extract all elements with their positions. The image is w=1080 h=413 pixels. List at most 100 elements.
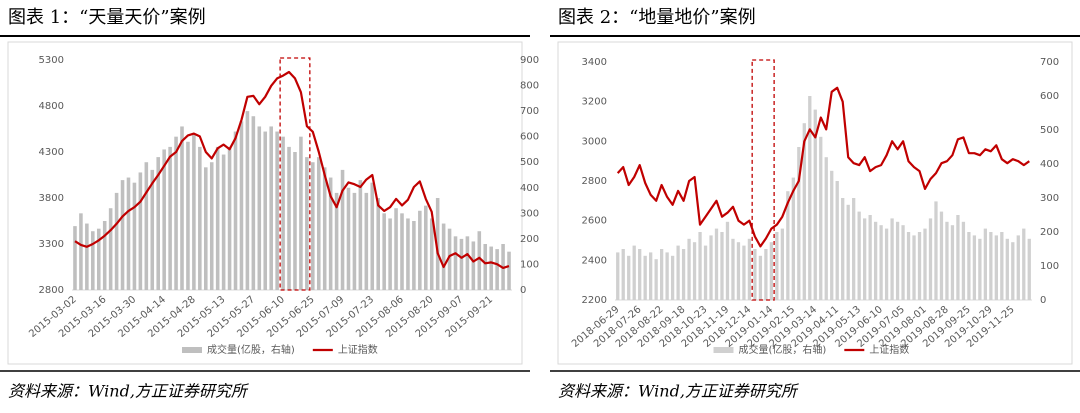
volume-bar: [257, 126, 262, 290]
y2-tick-label: 700: [1040, 57, 1059, 68]
volume-bar: [830, 170, 834, 300]
volume-bar: [412, 221, 416, 290]
y-tick-label: 4800: [39, 101, 64, 112]
index-line: [616, 86, 1030, 248]
volume-bar: [275, 131, 279, 290]
volume-bar: [204, 167, 208, 290]
volume-bar: [632, 245, 636, 300]
volume-bar: [388, 218, 392, 290]
y-tick-label: 2200: [582, 295, 607, 306]
volume-bar: [621, 249, 625, 300]
volume-bar: [616, 252, 620, 300]
y2-tick-label: 500: [1040, 125, 1059, 136]
y2-tick-label: 500: [520, 157, 539, 168]
volume-bar: [681, 249, 686, 300]
y-tick-label: 3400: [582, 57, 607, 68]
volume-bar: [852, 198, 856, 300]
volume-bar: [1016, 235, 1020, 300]
volume-bar: [967, 232, 971, 300]
plot-frame: [557, 41, 1073, 365]
volume-bar: [819, 136, 823, 300]
volume-bar: [643, 255, 647, 300]
volume-bar: [742, 245, 746, 300]
volume-bar: [376, 198, 380, 290]
volume-bar: [299, 136, 303, 290]
volume-bar: [370, 182, 375, 290]
volume-bar: [138, 172, 143, 290]
volume-bar: [978, 238, 982, 300]
y2-tick-label: 200: [520, 234, 539, 245]
volume-bar: [989, 232, 993, 300]
y-tick-label: 2800: [39, 285, 64, 296]
volume-bar: [144, 162, 149, 290]
y2-tick-label: 100: [520, 259, 539, 270]
volume-bar: [720, 232, 724, 300]
legend-swatch: [182, 347, 202, 353]
volume-bar: [340, 169, 345, 290]
volume-bar: [79, 213, 83, 290]
volume-bar: [895, 221, 900, 300]
volume-bar: [346, 187, 351, 290]
volume-bar: [316, 157, 321, 290]
volume-bar: [676, 245, 680, 300]
volume-bar: [489, 246, 493, 290]
volume-bar: [108, 208, 113, 290]
volume-bar: [91, 231, 95, 290]
y2-tick-label: 800: [520, 81, 539, 92]
volume-bar: [477, 231, 482, 290]
y2-tick-label: 200: [1040, 227, 1059, 238]
volume-bar: [293, 152, 297, 290]
volume-bar: [459, 238, 464, 290]
volume-bar: [736, 242, 741, 300]
volume-bar: [846, 204, 850, 300]
volume-bar: [251, 116, 256, 290]
plot-frame: [7, 41, 523, 365]
source-note: 资料来源：Wind,方正证券研究所: [8, 382, 250, 401]
volume-bar: [334, 192, 339, 290]
volume-bar: [1005, 238, 1009, 300]
volume-bar: [863, 218, 867, 300]
volume-bar: [227, 146, 232, 290]
volume-bar: [731, 238, 735, 300]
volume-bar: [994, 235, 998, 300]
volume-bar: [764, 249, 768, 300]
y2-tick-label: 600: [1040, 91, 1059, 102]
volume-bar: [1011, 242, 1015, 300]
volume-bar: [879, 225, 883, 300]
volume-bar: [802, 123, 806, 300]
highlight-box: [751, 59, 775, 301]
y2-tick-label: 400: [520, 183, 539, 194]
volume-bar: [808, 96, 812, 300]
y-tick-label: 2400: [582, 255, 607, 266]
volume-bar: [780, 228, 784, 300]
volume-bar: [364, 192, 369, 290]
volume-bar: [912, 235, 916, 300]
volume-bar: [670, 255, 675, 300]
volume-bar: [132, 182, 137, 290]
volume-bar: [180, 126, 184, 290]
volume-bar: [873, 221, 878, 300]
volume-bar: [507, 251, 511, 290]
volume-bar: [725, 221, 730, 300]
index-line: [74, 70, 510, 269]
volume-bar: [245, 111, 250, 290]
y2-tick-label: 300: [520, 208, 539, 219]
highlight-box: [279, 57, 311, 291]
volume-bar: [120, 180, 125, 290]
volume-bar: [239, 121, 244, 290]
volume-bar: [209, 162, 214, 290]
volume-bar: [429, 218, 434, 290]
volume-bar: [287, 146, 291, 290]
volume-bar: [824, 157, 828, 300]
chart-title: 图表 2：“地量地价”案例: [558, 7, 756, 28]
volume-bar: [471, 241, 476, 290]
volume-bar: [382, 213, 386, 290]
volume-bar: [923, 228, 927, 300]
volume-bar: [659, 249, 664, 300]
volume-bar: [841, 198, 845, 300]
volume-bar: [1022, 228, 1026, 300]
volume-bar: [703, 245, 708, 300]
volume-bar: [394, 208, 398, 290]
volume-bar: [305, 157, 309, 290]
